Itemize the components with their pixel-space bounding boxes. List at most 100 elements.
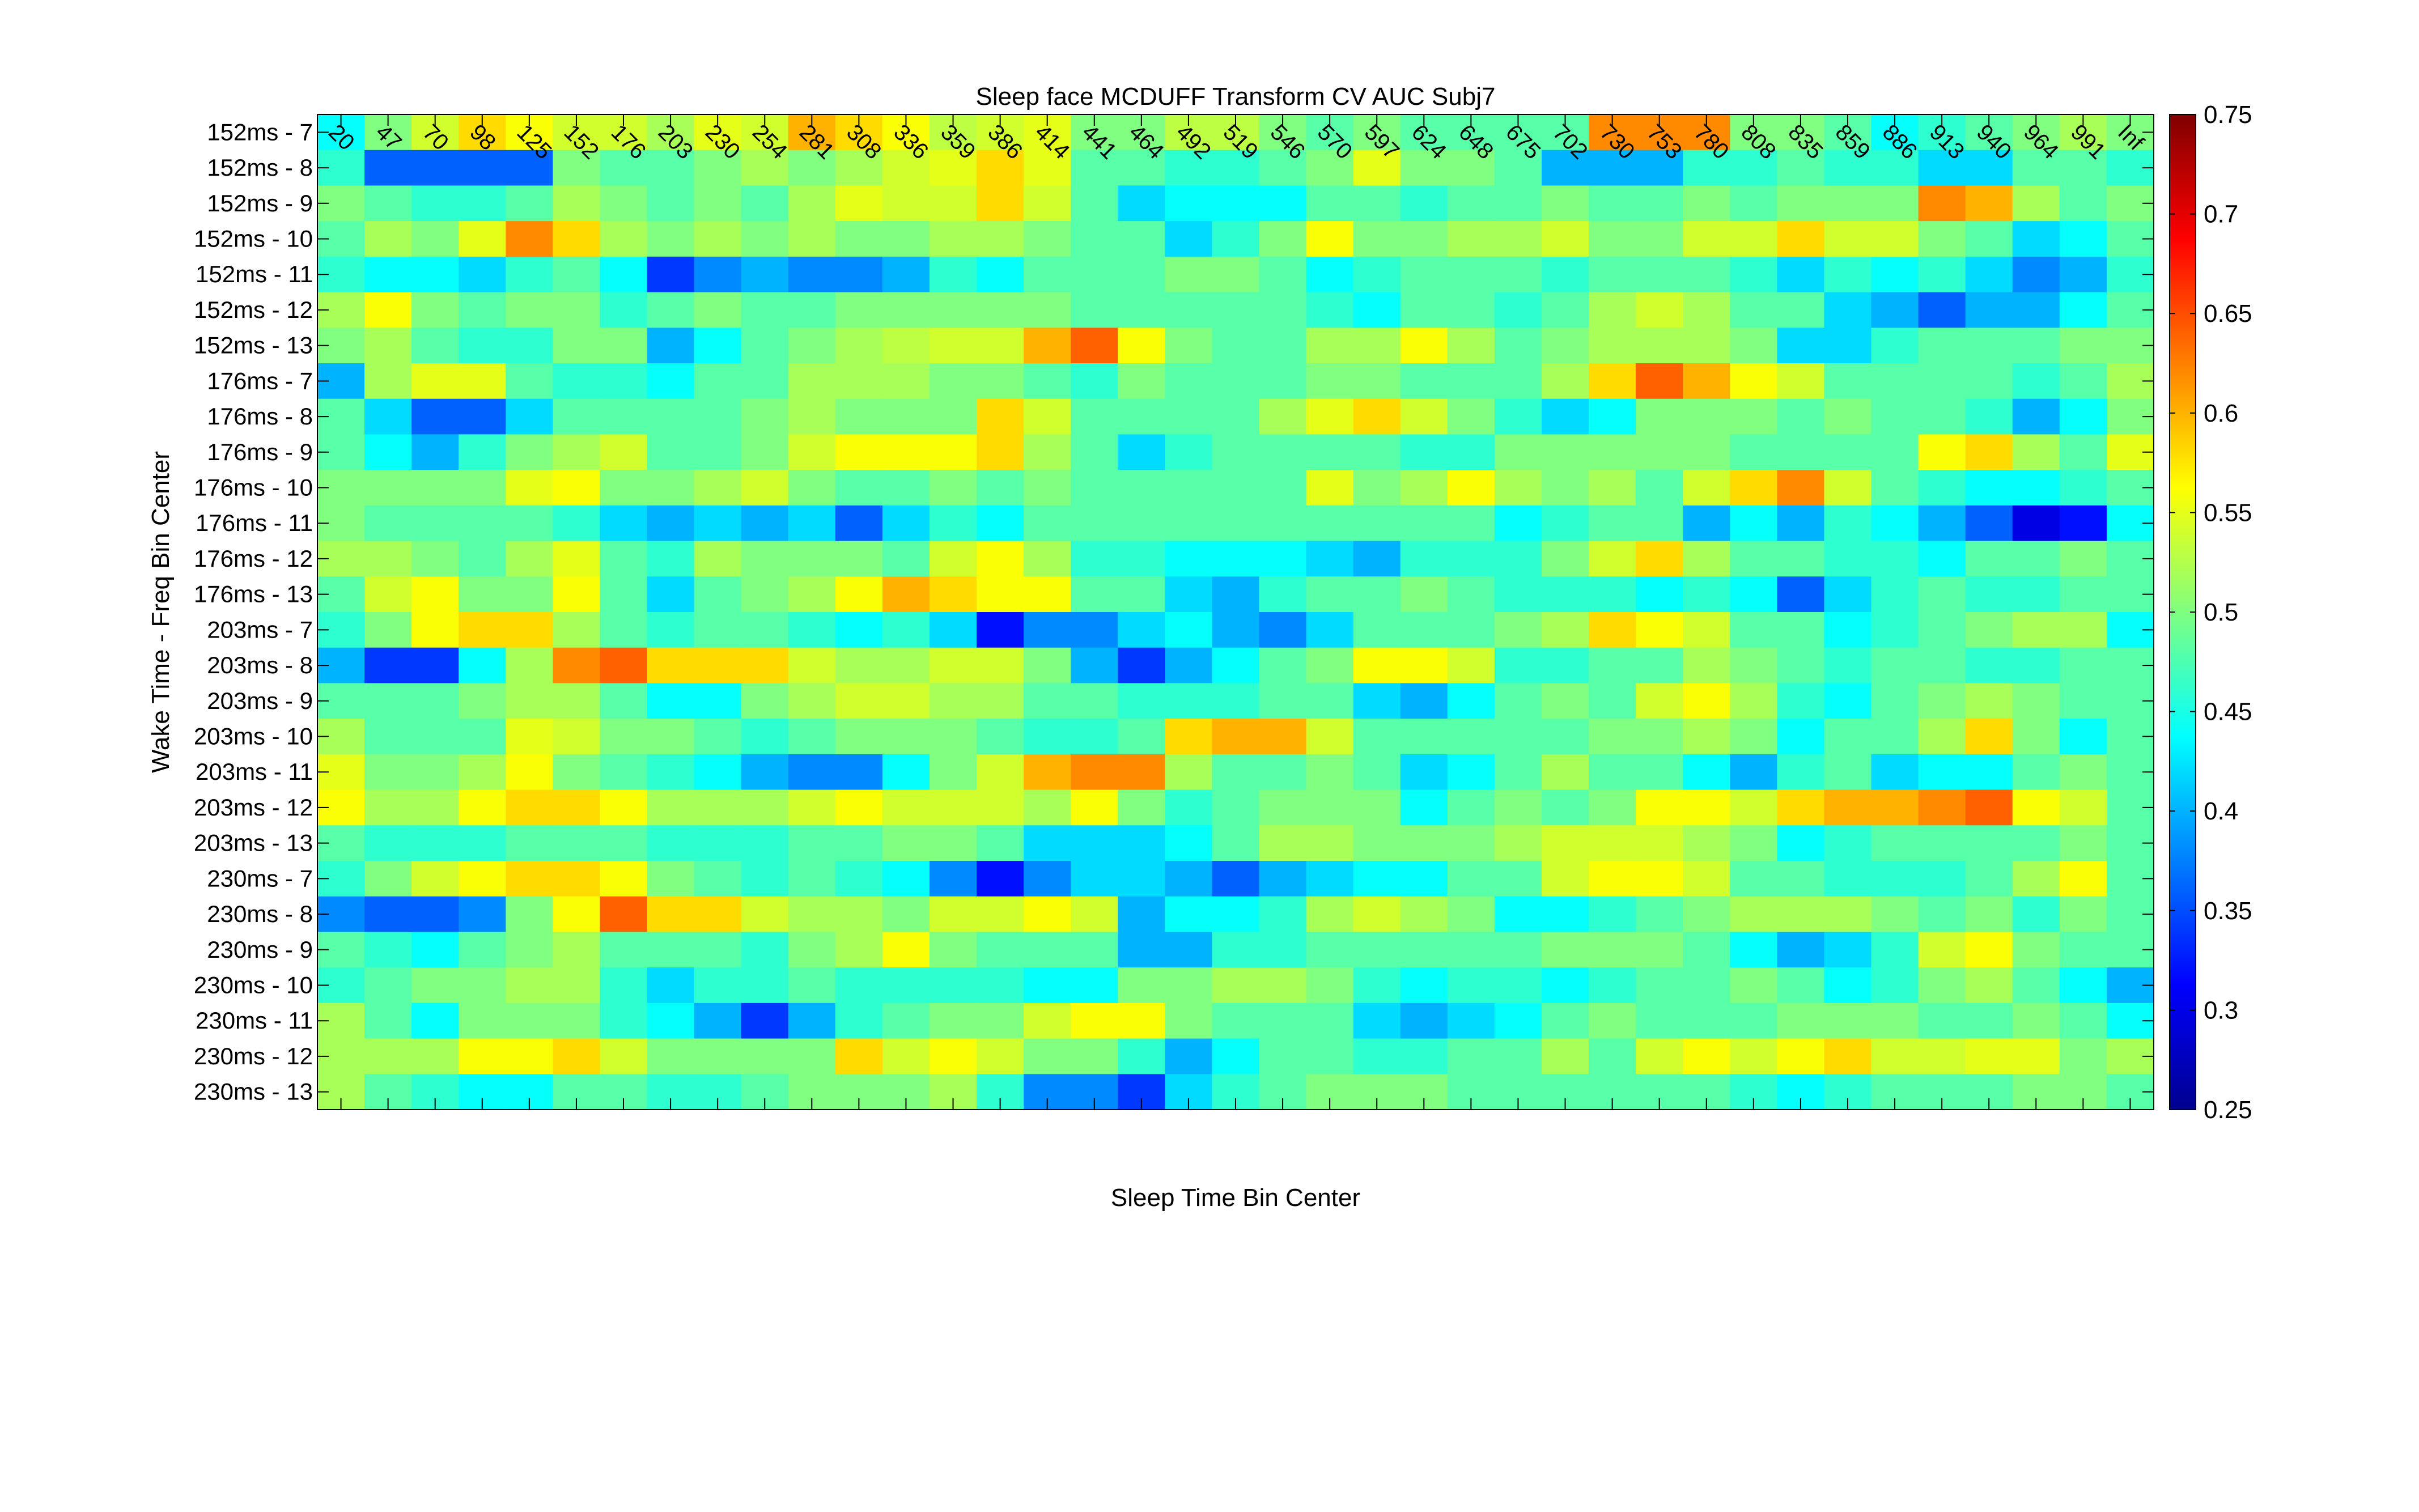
- heatmap-cell: [788, 363, 836, 400]
- heatmap-cell: [2012, 398, 2060, 435]
- heatmap-cell: [1542, 292, 1589, 328]
- heatmap-cell: [600, 328, 648, 364]
- heatmap-cell: [835, 683, 883, 719]
- heatmap-cell: [1024, 221, 1071, 257]
- heatmap-cell: [1024, 185, 1071, 222]
- heatmap-cell: [835, 363, 883, 400]
- heatmap-cell: [2012, 612, 2060, 648]
- heatmap-cell: [930, 861, 977, 897]
- heatmap-cell: [1777, 896, 1825, 933]
- heatmap-cell: [835, 1003, 883, 1039]
- heatmap-cell: [1259, 541, 1307, 577]
- heatmap-cell: [1824, 612, 1872, 648]
- heatmap-cell: [1871, 789, 1919, 826]
- heatmap-cell: [2059, 221, 2107, 257]
- heatmap-cell: [364, 896, 412, 933]
- heatmap-cell: [1400, 150, 1448, 186]
- heatmap-cell: [1589, 789, 1636, 826]
- heatmap-cell: [411, 256, 459, 293]
- heatmap-cell: [1447, 398, 1495, 435]
- heatmap-cell: [882, 398, 930, 435]
- heatmap-cell: [835, 861, 883, 897]
- heatmap-cell: [411, 1003, 459, 1039]
- heatmap-cell: [694, 150, 742, 186]
- heatmap-cell: [882, 434, 930, 470]
- heatmap-cell: [1730, 434, 1777, 470]
- heatmap-cell: [411, 185, 459, 222]
- heatmap-cell: [647, 1003, 695, 1039]
- heatmap-cell: [1165, 932, 1213, 968]
- heatmap-cell: [2059, 398, 2107, 435]
- heatmap-cell: [835, 541, 883, 577]
- heatmap-cell: [1871, 292, 1919, 328]
- heatmap-cell: [647, 505, 695, 542]
- heatmap-cell: [1118, 1038, 1165, 1074]
- heatmap-cell: [977, 789, 1024, 826]
- heatmap-cell: [1071, 683, 1118, 719]
- heatmap-cell: [694, 825, 742, 861]
- y-tick-label: 203ms - 9: [207, 687, 313, 714]
- heatmap-cell: [1400, 541, 1448, 577]
- heatmap-cell: [694, 576, 742, 613]
- heatmap-cell: [1683, 896, 1730, 933]
- heatmap-cell: [741, 825, 789, 861]
- heatmap-cell: [1071, 398, 1118, 435]
- heatmap-cell: [1918, 647, 1966, 684]
- heatmap-cell: [1353, 470, 1401, 506]
- heatmap-cell: [600, 292, 648, 328]
- heatmap-cell: [1259, 363, 1307, 400]
- heatmap-cell: [1071, 221, 1118, 257]
- heatmap-cell: [647, 861, 695, 897]
- heatmap-cell: [1447, 612, 1495, 648]
- heatmap-cell: [930, 754, 977, 791]
- heatmap-cell: [1353, 683, 1401, 719]
- heatmap-cell: [1447, 576, 1495, 613]
- heatmap-cell: [788, 256, 836, 293]
- heatmap-cell: [1400, 932, 1448, 968]
- heatmap-cell: [1777, 612, 1825, 648]
- heatmap-cell: [1589, 434, 1636, 470]
- heatmap-cell: [1259, 789, 1307, 826]
- heatmap-cell: [647, 185, 695, 222]
- colorbar-tick-label: 0.45: [2204, 698, 2252, 726]
- heatmap-cell: [364, 647, 412, 684]
- heatmap-cell: [553, 825, 601, 861]
- heatmap-cell: [1212, 292, 1260, 328]
- heatmap-cell: [1542, 185, 1589, 222]
- heatmap-cell: [930, 398, 977, 435]
- heatmap-cell: [1118, 185, 1165, 222]
- heatmap-cell: [1730, 932, 1777, 968]
- heatmap-cell: [1494, 967, 1542, 1004]
- heatmap-cell: [506, 647, 553, 684]
- heatmap-cell: [1212, 434, 1260, 470]
- heatmap-cell: [1165, 185, 1213, 222]
- heatmap-cell: [694, 719, 742, 755]
- heatmap-cell: [1683, 470, 1730, 506]
- heatmap-cell: [1024, 896, 1071, 933]
- colorbar-tick-label: 0.65: [2204, 300, 2252, 328]
- heatmap-cell: [1165, 256, 1213, 293]
- heatmap-cell: [1353, 292, 1401, 328]
- heatmap-cell: [694, 292, 742, 328]
- heatmap-cell: [1871, 967, 1919, 1004]
- heatmap-cell: [788, 789, 836, 826]
- heatmap-cell: [2059, 328, 2107, 364]
- heatmap-cell: [1777, 505, 1825, 542]
- heatmap-cell: [2012, 683, 2060, 719]
- heatmap-cell: [1118, 221, 1165, 257]
- heatmap-cell: [364, 754, 412, 791]
- heatmap-cell: [2059, 967, 2107, 1004]
- heatmap-cell: [1259, 1003, 1307, 1039]
- heatmap-cell: [1118, 647, 1165, 684]
- heatmap-cell: [600, 363, 648, 400]
- heatmap-cell: [1918, 861, 1966, 897]
- heatmap-cell: [1589, 363, 1636, 400]
- heatmap-cell: [1918, 825, 1966, 861]
- heatmap-cell: [1589, 825, 1636, 861]
- heatmap-cell: [1730, 1003, 1777, 1039]
- heatmap-cell: [364, 185, 412, 222]
- heatmap-cell: [1918, 576, 1966, 613]
- heatmap-cell: [1542, 1003, 1589, 1039]
- heatmap-cell: [1447, 1003, 1495, 1039]
- heatmap-cell: [411, 470, 459, 506]
